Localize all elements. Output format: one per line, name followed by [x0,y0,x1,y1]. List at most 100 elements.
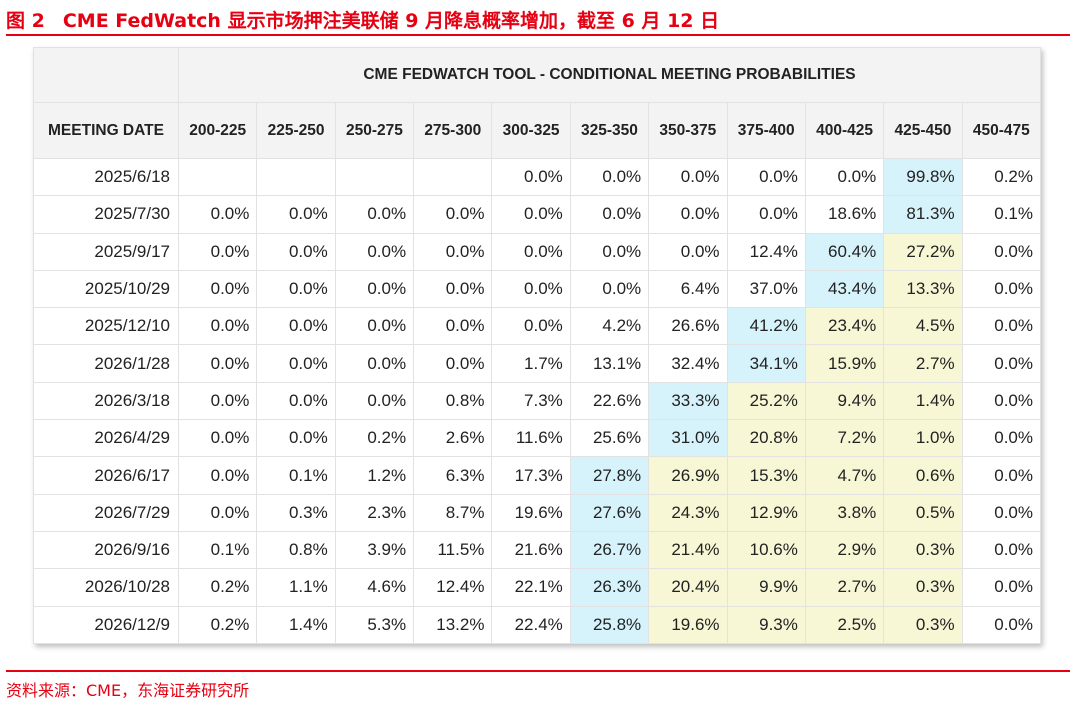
probability-cell: 4.5% [883,307,963,346]
meeting-date-cell: 2026/12/9 [33,605,179,644]
probability-cell: 0.0% [177,381,258,421]
probability-cell: 0.0% [961,568,1042,607]
probability-cell: 27.6% [569,493,650,532]
probability-cell: 0.1% [256,456,336,495]
probability-cell: 60.4% [804,232,885,271]
probability-cell: 0.0% [256,344,336,383]
probability-table-container: CME FEDWATCH TOOL - CONDITIONAL MEETING … [33,47,1042,644]
probability-cell: 2.6% [413,419,493,458]
meeting-date-cell: 2026/6/17 [33,456,179,495]
probability-cell: 0.8% [413,381,493,421]
probability-cell: 22.6% [569,381,650,421]
probability-cell: 13.2% [413,605,493,644]
probability-cell: 99.8% [883,157,963,197]
table-row: 2025/6/18 0.0% 0.0% 0.0% 0.0% 0.0% 99.8% 0.2% [33,157,1042,197]
source-note: 资料来源：CME，东海证券研究所 [6,681,250,700]
probability-cell: 0.0% [726,157,806,197]
probability-cell: 26.9% [648,456,728,495]
meeting-date-cell: 2026/1/28 [33,344,179,383]
table-row: 2026/3/18 0.0% 0.0% 0.0% 0.8% 7.3% 22.6% 33.3% 2… [33,381,1042,421]
probability-cell: 22.4% [491,605,571,644]
probability-cell: 12.4% [413,568,493,607]
probability-cell: 0.0% [256,307,336,346]
probability-cell: 25.6% [569,419,650,458]
probability-cell: 0.0% [961,493,1042,532]
probability-cell: 0.0% [256,419,336,458]
rate-range-header: 425-450 [883,102,963,159]
probability-cell: 0.0% [961,605,1042,644]
probability-cell: 0.0% [177,493,258,532]
probability-cell: 31.0% [648,419,728,458]
probability-cell: 0.0% [413,195,493,234]
figure-title: 图 2 CME FedWatch 显示市场押注美联储 9 月降息概率增加，截至 6… [6,6,719,33]
probability-cell: 0.0% [177,307,258,346]
table-row: 2025/7/30 0.0% 0.0% 0.0% 0.0% 0.0% 0.0% 0.0% 0.0… [33,195,1042,234]
rate-range-header: 200-225 [177,102,258,159]
meeting-date-cell: 2026/3/18 [33,381,179,421]
meeting-date-cell: 2026/4/29 [33,419,179,458]
probability-cell: 1.4% [883,381,963,421]
probability-cell: 1.0% [883,419,963,458]
probability-cell: 1.4% [256,605,336,644]
probability-cell: 0.2% [961,157,1042,197]
probability-cell [334,157,415,197]
probability-cell: 5.3% [334,605,415,644]
probability-cell: 9.9% [726,568,806,607]
probability-cell: 19.6% [648,605,728,644]
probability-cell: 20.4% [648,568,728,607]
table-row: 2026/7/29 0.0% 0.3% 2.3% 8.7% 19.6% 27.6% 24.3%… [33,493,1042,532]
rate-range-header: 400-425 [804,102,885,159]
probability-cell: 0.0% [256,381,336,421]
probability-cell: 0.3% [883,568,963,607]
table-caption: CME FEDWATCH TOOL - CONDITIONAL MEETING … [178,47,1041,103]
probability-cell: 2.5% [804,605,885,644]
probability-cell: 0.0% [804,157,885,197]
probability-cell: 37.0% [726,269,806,309]
probability-cell: 9.3% [726,605,806,644]
probability-cell [256,157,336,197]
probability-cell: 41.2% [726,307,806,346]
probability-cell: 0.0% [177,456,258,495]
probability-cell: 0.0% [569,232,650,271]
probability-cell: 26.7% [569,530,650,570]
probability-cell: 8.7% [413,493,493,532]
probability-cell: 2.7% [804,568,885,607]
probability-cell: 0.0% [256,232,336,271]
probability-cell: 0.0% [569,157,650,197]
rate-range-header: 250-275 [334,102,415,159]
probability-cell: 0.0% [961,307,1042,346]
probability-cell: 1.2% [334,456,415,495]
probability-cell: 15.3% [726,456,806,495]
probability-cell: 24.3% [648,493,728,532]
probability-cell: 27.8% [569,456,650,495]
probability-cell: 81.3% [883,195,963,234]
probability-cell: 13.3% [883,269,963,309]
probability-cell: 25.8% [569,605,650,644]
rate-range-header: 450-475 [961,102,1042,159]
probability-cell: 6.3% [413,456,493,495]
probability-table: CME FEDWATCH TOOL - CONDITIONAL MEETING … [33,47,1042,644]
probability-cell: 0.0% [491,195,571,234]
probability-cell: 0.0% [177,419,258,458]
meeting-date-cell: 2026/10/28 [33,568,179,607]
probability-cell: 0.8% [256,530,336,570]
probability-cell: 4.7% [804,456,885,495]
meeting-date-cell: 2025/7/30 [33,195,179,234]
corner-cell [33,47,179,103]
probability-cell: 0.2% [334,419,415,458]
probability-cell: 0.0% [961,232,1042,271]
probability-cell: 0.0% [334,344,415,383]
probability-cell: 33.3% [648,381,728,421]
probability-cell: 23.4% [804,307,885,346]
probability-cell: 0.0% [334,269,415,309]
probability-cell: 3.9% [334,530,415,570]
probability-cell: 17.3% [491,456,571,495]
probability-cell: 0.5% [883,493,963,532]
column-header-row: MEETING DATE 200-225 225-250 250-275 275-30… [33,102,1042,159]
probability-cell: 0.3% [883,530,963,570]
title-divider [6,34,1070,36]
rate-range-header: 225-250 [256,102,336,159]
probability-cell: 0.0% [177,232,258,271]
probability-cell: 12.4% [726,232,806,271]
probability-cell: 0.0% [413,269,493,309]
